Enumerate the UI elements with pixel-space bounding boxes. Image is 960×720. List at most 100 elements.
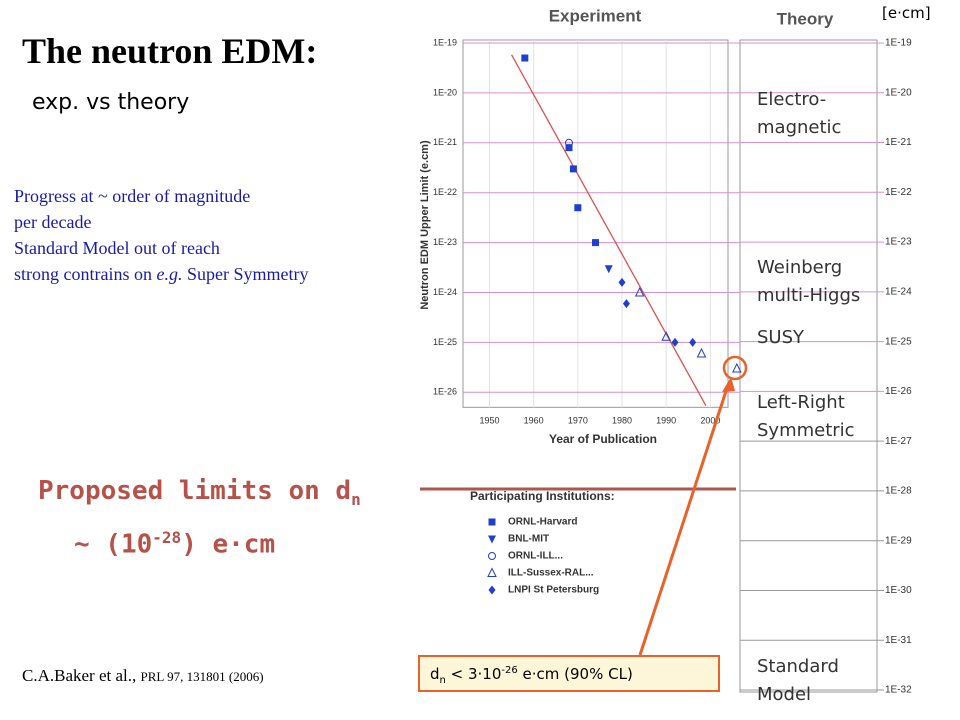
note-line: Progress at ~ order of magnitude (14, 186, 251, 206)
theory-label: SUSY (757, 327, 805, 348)
point (618, 277, 626, 287)
theory-tick-label: 1E-29 (885, 535, 912, 546)
x-tick-label: 1950 (479, 416, 499, 426)
theory-tick-label: 1E-27 (885, 436, 912, 447)
proposed-line: Proposed limits on dn (38, 472, 361, 519)
theory-label: Left-Right (757, 392, 845, 413)
x-tick-label: 1990 (656, 416, 676, 426)
callout: dn < 3·10-26 e·cm (90% CL) (418, 655, 720, 692)
legend-label: ORNL-Harvard (508, 517, 577, 528)
point (565, 138, 573, 147)
theory-tick-label: 1E-22 (885, 187, 912, 198)
theory-label: Standard (757, 656, 839, 677)
theory-tick-label: 1E-31 (885, 635, 912, 646)
proposed-text: ) e·cm (181, 529, 276, 560)
legend-marker (488, 518, 496, 526)
chart-title: Experiment (549, 6, 642, 25)
trend-line (511, 54, 707, 406)
theory-tick-label: 1E-21 (885, 137, 912, 148)
y-tick-label: 1E-26 (433, 387, 457, 397)
theory-box (739, 39, 878, 693)
legend-title: Participating Institutions: (470, 489, 615, 503)
theory-label: Symmetric (757, 420, 855, 441)
title: The neutron EDM: (22, 31, 318, 71)
y-tick-label: 1E-25 (433, 337, 457, 347)
theory-tick-label: 1E-25 (885, 336, 912, 347)
point (622, 299, 630, 309)
point (574, 204, 582, 212)
legend-marker (487, 567, 497, 577)
theory-tick-label: 1E-26 (885, 386, 912, 397)
legend-marker (488, 535, 496, 544)
legend-marker (488, 552, 496, 560)
x-tick-label: 1980 (612, 416, 632, 426)
theory-label: Model (757, 684, 811, 705)
callout-text: d (430, 665, 440, 683)
y-tick-label: 1E-19 (433, 37, 457, 47)
subtitle: exp. vs theory (32, 90, 190, 115)
note-line: strong contrains on e.g. Super Symmetry (14, 261, 308, 287)
x-tick-label: 1970 (568, 416, 588, 426)
citation-authors: C.A.Baker et al., (22, 666, 137, 685)
theory-header: Theory (777, 9, 834, 28)
theory-label: magnetic (757, 117, 841, 138)
point (689, 337, 697, 347)
x-axis-label: Year of Publication (549, 432, 657, 446)
theory-label: Weinberg (757, 257, 842, 278)
plot-frame (462, 39, 729, 408)
y-tick-label: 1E-20 (433, 87, 457, 97)
y-tick-label: 1E-21 (433, 137, 457, 147)
theory-tick-label: 1E-20 (885, 87, 912, 98)
theory-tick-label: 1E-30 (885, 585, 912, 596)
legend-label: LNPI St Petersburg (508, 585, 599, 596)
point (634, 286, 645, 297)
point (661, 331, 671, 341)
highlight-circle (722, 355, 748, 381)
note-text: strong contrains on (14, 264, 152, 284)
point (696, 347, 707, 358)
x-tick-label: 1960 (524, 416, 544, 426)
callout-text: < 3·10 (450, 665, 502, 683)
callout-text: e·cm (90% CL) (522, 665, 633, 683)
note-line: per decade (14, 212, 92, 232)
note-line: Standard Model out of reach (14, 238, 220, 258)
y-tick-label: 1E-23 (433, 237, 457, 247)
point (592, 239, 599, 247)
arrow-head (722, 377, 735, 392)
proposed-line: ∼ (10-28) e·cm (74, 519, 361, 564)
point (604, 265, 613, 274)
theory-label: multi-Higgs (757, 285, 860, 306)
y-tick-label: 1E-22 (433, 187, 457, 197)
proposed-sub: n (351, 490, 361, 510)
point (569, 165, 577, 173)
theory-tick-label: 1E-28 (885, 486, 912, 497)
note-text: e.g. (156, 264, 183, 284)
proposed-limits: Proposed limits on dn ∼ (10-28) e·cm (38, 472, 361, 564)
point (521, 54, 529, 62)
legend-label: BNL-MIT (508, 534, 549, 545)
notes: Progress at ~ order of magnitude per dec… (14, 183, 308, 287)
callout-sup: -26 (501, 665, 518, 676)
citation-ref: PRL 97, 131801 (2006) (140, 669, 264, 684)
legend-label: ORNL-ILL... (508, 551, 563, 562)
theory-tick-label: 1E-32 (885, 685, 912, 696)
proposed-sup: -28 (152, 528, 182, 548)
callout-sub: n (439, 675, 446, 686)
point (732, 362, 742, 373)
note-text: Super Symmetry (186, 264, 309, 284)
proposed-text: Proposed limits on d (38, 476, 352, 506)
point (671, 337, 679, 347)
x-tick-label: 2000 (700, 416, 720, 426)
point (565, 144, 573, 152)
y-axis-label: Neutron EDM Upper Limit (e.cm) (419, 140, 431, 310)
theory-tick-label: 1E-19 (885, 38, 912, 49)
theory-tick-label: 1E-24 (885, 286, 912, 297)
legend-label: ILL-Sussex-RAL... (508, 568, 594, 579)
theory-label: Electro- (757, 89, 826, 110)
legend-marker (488, 585, 496, 595)
callout-arrow (638, 384, 730, 656)
y-tick-label: 1E-24 (433, 287, 457, 297)
proposed-text: ∼ (10 (74, 529, 153, 560)
citation: C.A.Baker et al., PRL 97, 131801 (2006) (22, 666, 264, 686)
